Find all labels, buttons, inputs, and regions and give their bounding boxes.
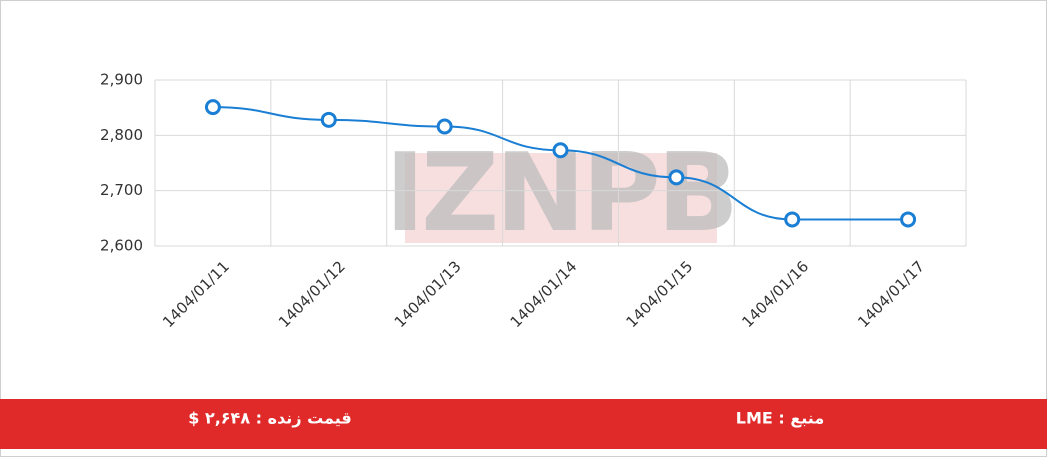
source: منبع : LME [736,409,824,428]
point [320,111,337,128]
point [204,99,221,116]
point [784,211,801,228]
point [668,169,685,186]
point [900,211,917,228]
live-price: قیمت زنده : ۲,۶۴۸ $ [188,409,352,428]
y-tick-label: 2,600 [100,237,143,255]
y-tick-label: 2,900 [100,71,143,89]
footer-bar [0,399,1047,449]
y-tick-label: 2,700 [100,181,143,199]
y-tick-label: 2,800 [100,126,143,144]
point [552,142,569,159]
watermark-bg [405,153,717,243]
point [436,118,453,135]
